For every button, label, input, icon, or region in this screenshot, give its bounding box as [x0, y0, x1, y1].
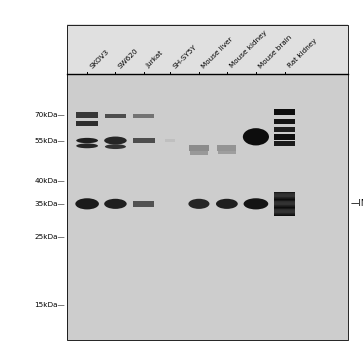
Bar: [274, 209, 295, 210]
Bar: [76, 112, 98, 118]
Bar: [274, 127, 295, 132]
Ellipse shape: [105, 144, 126, 149]
Bar: [274, 205, 295, 206]
Text: 40kDa—: 40kDa—: [34, 178, 65, 184]
Text: —IMPA1: —IMPA1: [350, 199, 363, 208]
Bar: [274, 141, 295, 146]
Bar: [274, 119, 295, 124]
Bar: [274, 198, 295, 199]
Ellipse shape: [244, 198, 268, 209]
Bar: [274, 202, 295, 203]
Bar: [67, 25, 348, 74]
Ellipse shape: [104, 136, 127, 145]
Bar: [133, 138, 155, 144]
Text: 55kDa—: 55kDa—: [34, 138, 65, 144]
Text: SW620: SW620: [117, 47, 140, 69]
Bar: [105, 114, 126, 118]
Text: Mouse kidney: Mouse kidney: [229, 30, 268, 69]
Text: Mouse liver: Mouse liver: [201, 36, 234, 69]
Text: 35kDa—: 35kDa—: [34, 201, 65, 207]
Bar: [218, 150, 236, 154]
Ellipse shape: [188, 199, 209, 209]
Bar: [274, 199, 295, 200]
Text: Jurkat: Jurkat: [146, 50, 165, 69]
Text: 25kDa—: 25kDa—: [34, 234, 65, 240]
Bar: [76, 121, 98, 126]
Bar: [274, 207, 295, 208]
Bar: [274, 210, 295, 211]
Bar: [274, 208, 295, 209]
Ellipse shape: [216, 199, 238, 209]
Bar: [133, 201, 154, 207]
Bar: [274, 197, 295, 198]
Bar: [274, 196, 295, 197]
Bar: [274, 206, 295, 207]
Bar: [165, 139, 175, 142]
Bar: [217, 145, 236, 150]
Bar: [274, 134, 295, 140]
Bar: [274, 201, 295, 202]
Bar: [190, 151, 208, 155]
Bar: [274, 203, 295, 204]
Ellipse shape: [104, 199, 127, 209]
Ellipse shape: [76, 198, 99, 209]
Bar: [274, 200, 295, 201]
Text: Mouse brain: Mouse brain: [258, 34, 293, 69]
Bar: [133, 114, 154, 118]
Text: SH-SY5Y: SH-SY5Y: [172, 43, 198, 69]
Bar: [274, 194, 295, 195]
Ellipse shape: [243, 128, 269, 146]
Bar: [189, 145, 209, 151]
Text: 70kDa—: 70kDa—: [34, 112, 65, 118]
Text: Rat kidney: Rat kidney: [287, 38, 318, 69]
Bar: [274, 204, 295, 205]
Bar: [274, 215, 295, 216]
Ellipse shape: [76, 138, 98, 143]
Bar: [274, 211, 295, 212]
Ellipse shape: [76, 144, 98, 148]
Text: SKOV3: SKOV3: [89, 48, 110, 69]
Bar: [67, 25, 348, 339]
Bar: [274, 195, 295, 196]
Text: 15kDa—: 15kDa—: [34, 302, 65, 308]
Bar: [67, 25, 348, 339]
Bar: [274, 214, 295, 215]
Bar: [274, 212, 295, 214]
Bar: [274, 109, 295, 116]
Bar: [274, 193, 295, 194]
